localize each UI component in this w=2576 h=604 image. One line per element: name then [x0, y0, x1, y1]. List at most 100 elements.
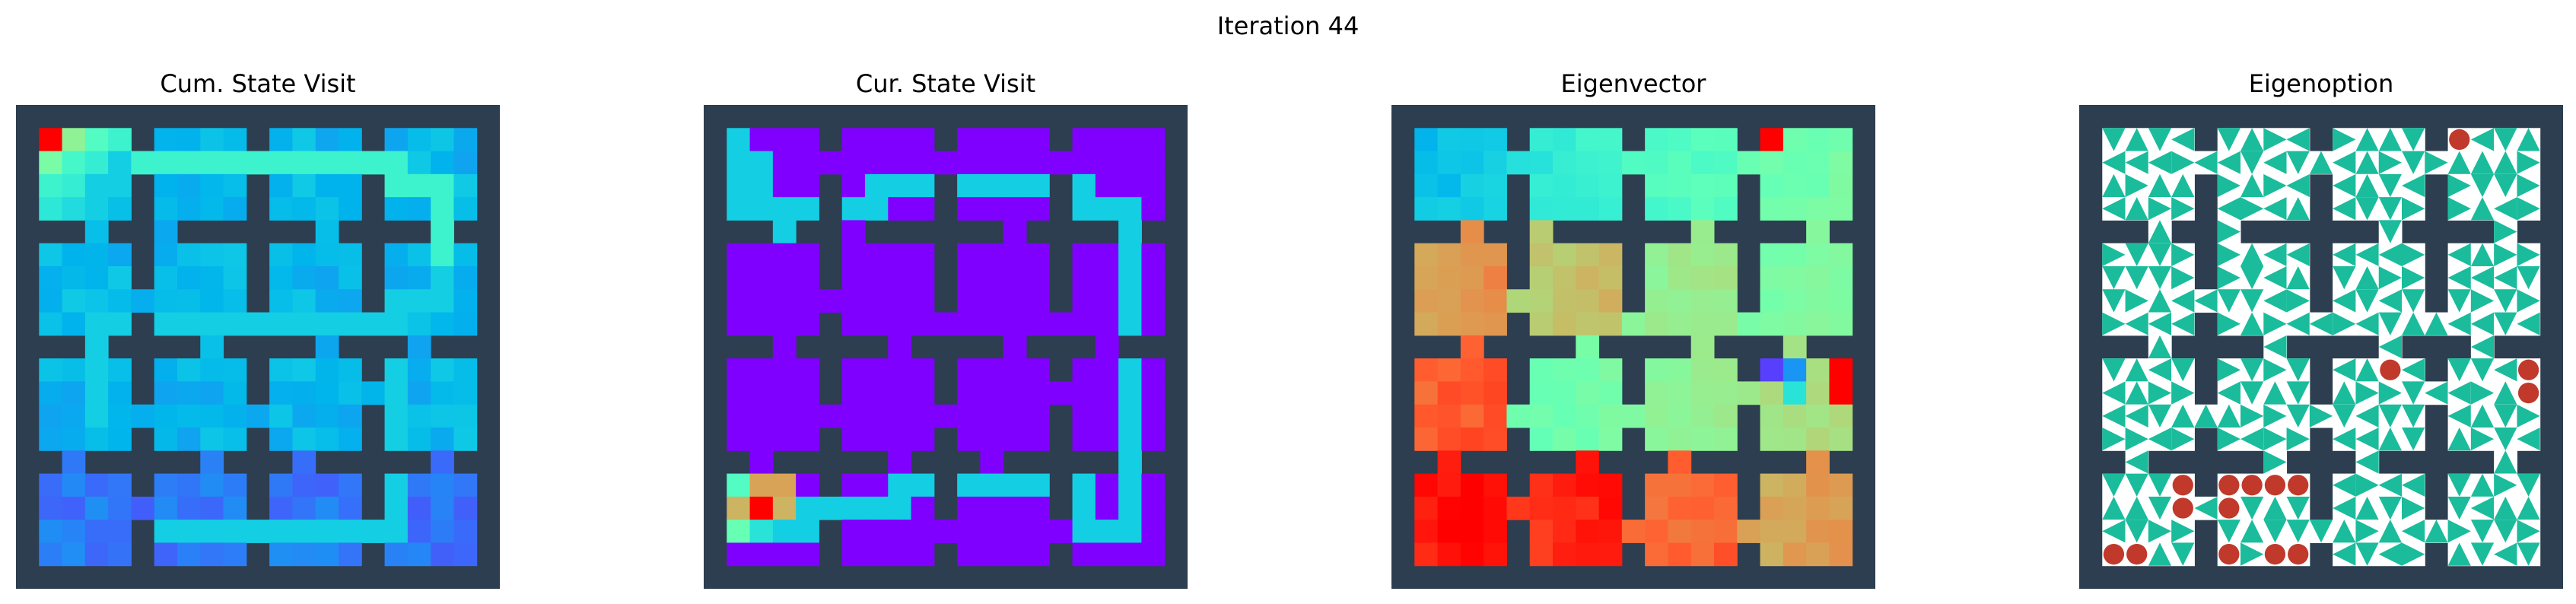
cur-visit-cell [841, 496, 866, 520]
eigenvector-cell [1783, 473, 1807, 498]
policy-arrow-icon [2517, 197, 2540, 221]
cum-visit-cell [315, 197, 339, 221]
policy-arrow-icon [2355, 151, 2379, 174]
cur-visit-cell [865, 173, 889, 198]
eigenvector-cell [1621, 520, 1646, 543]
eigenvector-cell [1714, 542, 1738, 567]
cum-visit-cell [339, 312, 362, 336]
policy-arrow-icon [2217, 404, 2240, 428]
eigenvector-cell [1690, 335, 1715, 359]
cum-visit-cell [177, 173, 201, 198]
eigenvector-cell [1806, 173, 1830, 198]
eigenvector-cell [1783, 520, 1807, 543]
cur-visit-cell [888, 173, 912, 198]
cum-visit-cell [453, 381, 478, 405]
cum-visit-cell [339, 128, 362, 152]
cur-visit-cell [1026, 496, 1050, 520]
cur-visit-cell [1118, 358, 1142, 382]
policy-arrow-icon [2148, 243, 2172, 266]
eigenvector-cell [1576, 358, 1600, 382]
cur-visit-cell [1049, 520, 1073, 543]
policy-arrow-icon [2470, 404, 2495, 428]
cur-visit-cell [772, 335, 797, 359]
policy-arrow-icon [2217, 358, 2240, 382]
eigenvector-cell [1460, 312, 1484, 336]
policy-arrow-icon [2171, 289, 2195, 313]
policy-arrow-icon [2517, 151, 2540, 174]
cum-visit-cell [154, 428, 178, 451]
cum-visit-cell [177, 358, 201, 382]
eigenvector-cell [1598, 496, 1623, 520]
cum-visit-cell [453, 358, 478, 382]
cur-visit-cell [749, 450, 774, 475]
eigenvector-cell [1621, 151, 1646, 175]
policy-arrow-icon [2240, 428, 2264, 451]
policy-arrow-icon [2447, 151, 2471, 174]
eigenvector-cell [1598, 197, 1623, 221]
cum-visit-cell [154, 496, 178, 520]
policy-arrow-icon [2240, 404, 2264, 428]
policy-arrow-icon [2355, 520, 2379, 543]
cum-visit-cell [269, 243, 293, 267]
cur-visit-cell [865, 312, 889, 336]
policy-arrow-icon [2355, 542, 2379, 566]
policy-arrow-icon [2263, 312, 2287, 335]
cur-visit-cell [957, 151, 981, 175]
cur-visit-cell [1072, 381, 1096, 405]
cum-visit-cell [269, 197, 293, 221]
eigenvector-cell [1529, 197, 1554, 221]
policy-arrow-icon [2494, 312, 2517, 335]
cum-visit-cell [269, 520, 293, 543]
cum-visit-cell [292, 542, 316, 567]
eigenvector-cell [1760, 128, 1784, 152]
cum-visit-cell [292, 520, 316, 543]
cur-visit-cell [841, 381, 866, 405]
panel-title-eigenvector: Eigenvector [1560, 69, 1706, 98]
policy-arrow-icon [2263, 151, 2287, 174]
eigenvector-cell [1598, 520, 1623, 543]
policy-arrow-icon [2333, 404, 2356, 428]
policy-arrow-icon [2470, 520, 2495, 543]
cum-visit-cell [84, 428, 109, 451]
cum-visit-cell [453, 428, 478, 451]
policy-arrow-icon [2470, 266, 2495, 290]
eigenvector-cell [1668, 128, 1692, 152]
terminal-state-marker [2264, 475, 2286, 496]
eigenvector-cell [1806, 473, 1830, 498]
cur-visit-cell [1049, 312, 1073, 336]
cum-visit-cell [453, 289, 478, 313]
cum-visit-cell [431, 289, 454, 313]
cur-visit-cell [957, 173, 981, 198]
cum-visit-cell [453, 243, 478, 267]
cur-visit-cell [841, 358, 866, 382]
cum-visit-cell [292, 381, 316, 405]
policy-arrow-icon [2378, 473, 2402, 497]
eigenvector-cell [1576, 381, 1600, 405]
cum-visit-cell [292, 128, 316, 152]
policy-arrow-icon [2263, 243, 2287, 266]
terminal-state-marker [2449, 129, 2470, 151]
policy-arrow-icon [2263, 289, 2287, 313]
policy-arrow-icon [2402, 289, 2425, 313]
cur-visit-cell [749, 520, 774, 543]
cum-visit-cell [292, 450, 316, 475]
cum-visit-cell [431, 404, 454, 428]
policy-arrow-icon [2286, 358, 2310, 382]
cum-visit-cell [200, 151, 224, 175]
cum-visit-cell [453, 197, 478, 221]
cum-visit-cell [84, 128, 109, 152]
eigenvector-cell [1829, 520, 1853, 543]
eigenvector-cell [1460, 289, 1484, 313]
eigenvector-cell [1414, 428, 1439, 451]
eigenvector-cell [1645, 289, 1668, 313]
cum-visit-cell [200, 520, 224, 543]
eigenvector-cell [1553, 197, 1576, 221]
eigenvector-cell [1529, 220, 1554, 244]
cum-visit-cell [39, 243, 63, 267]
eigenvector-cell [1760, 428, 1784, 451]
cum-visit-cell [39, 312, 63, 336]
policy-arrow-icon [2355, 450, 2379, 474]
cum-visit-cell [339, 520, 362, 543]
cum-visit-cell [384, 520, 409, 543]
policy-arrow-icon [2517, 428, 2540, 451]
